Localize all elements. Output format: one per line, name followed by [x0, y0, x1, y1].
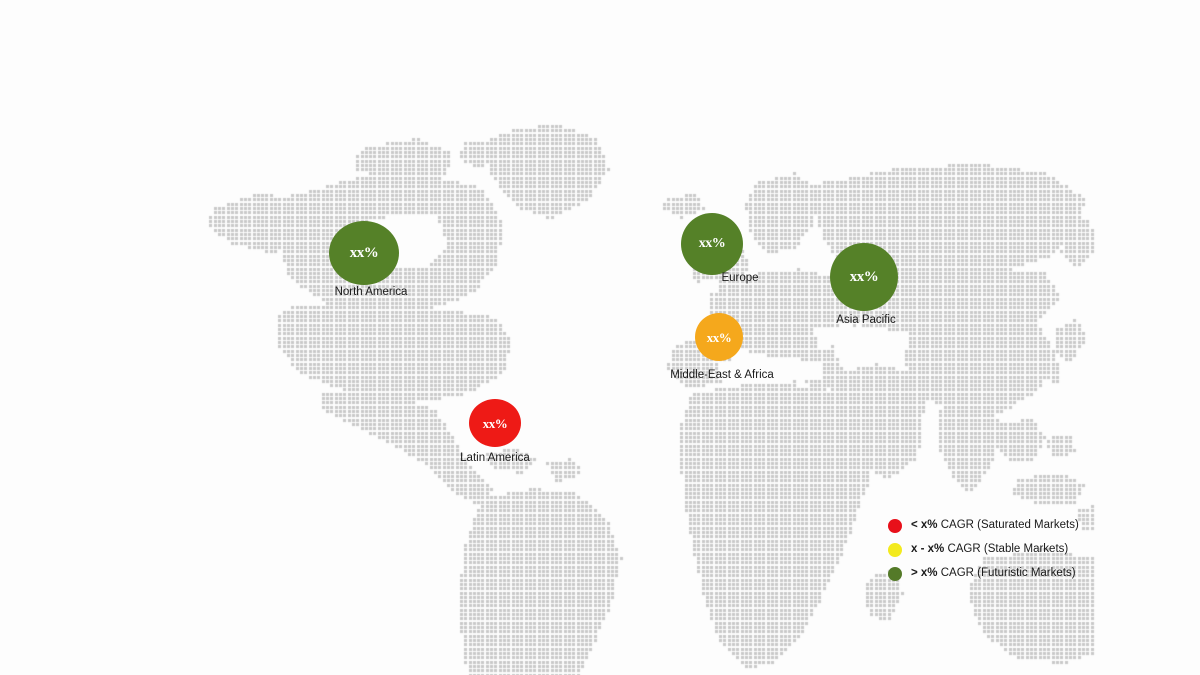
region-marker-value: xx%: [349, 244, 379, 261]
region-marker-value: xx%: [698, 236, 726, 251]
region-marker-middle-east-africa[interactable]: xx%: [695, 313, 743, 361]
legend-label-stable: x - x% CAGR (Stable Markets): [911, 542, 1069, 556]
legend-desc-saturated: CAGR (Saturated Markets): [937, 518, 1079, 531]
region-label-north-america: North America: [334, 286, 408, 298]
region-label-europe: Europe: [721, 272, 759, 284]
region-label-asia-pacific: Asia Pacific: [836, 314, 896, 326]
legend-range-stable: x - x%: [911, 542, 945, 555]
legend-swatch-stable-icon: [888, 542, 902, 557]
legend-label-futuristic: > x% CAGR (Futuristic Markets): [911, 566, 1076, 580]
legend-desc-stable: CAGR (Stable Markets): [944, 542, 1069, 555]
region-marker-value: xx%: [849, 268, 879, 285]
legend-range-futuristic: > x%: [911, 566, 938, 579]
legend-item-stable: x - x% CAGR (Stable Markets): [888, 542, 1079, 557]
legend-desc-futuristic: CAGR (Futuristic Markets): [937, 566, 1076, 579]
region-marker-asia-pacific[interactable]: xx%: [830, 243, 898, 311]
legend-swatch-futuristic-icon: [888, 566, 902, 581]
region-label-latin-america: Latin America: [460, 452, 530, 464]
legend-swatch-saturated-icon: [888, 518, 902, 533]
legend-label-saturated: < x% CAGR (Saturated Markets): [911, 518, 1079, 532]
legend-item-futuristic: > x% CAGR (Futuristic Markets): [888, 566, 1079, 581]
region-label-middle-east-africa: Middle-East & Africa: [670, 369, 774, 381]
region-marker-north-america[interactable]: xx%: [329, 221, 399, 285]
region-marker-latin-america[interactable]: xx%: [469, 399, 521, 447]
legend: < x% CAGR (Saturated Markets) x - x% CAGR…: [888, 518, 1079, 581]
legend-item-saturated: < x% CAGR (Saturated Markets): [888, 518, 1079, 533]
legend-range-saturated: < x%: [911, 518, 938, 531]
region-marker-europe[interactable]: xx%: [681, 213, 743, 275]
region-marker-value: xx%: [482, 415, 508, 431]
region-marker-value: xx%: [706, 329, 732, 345]
